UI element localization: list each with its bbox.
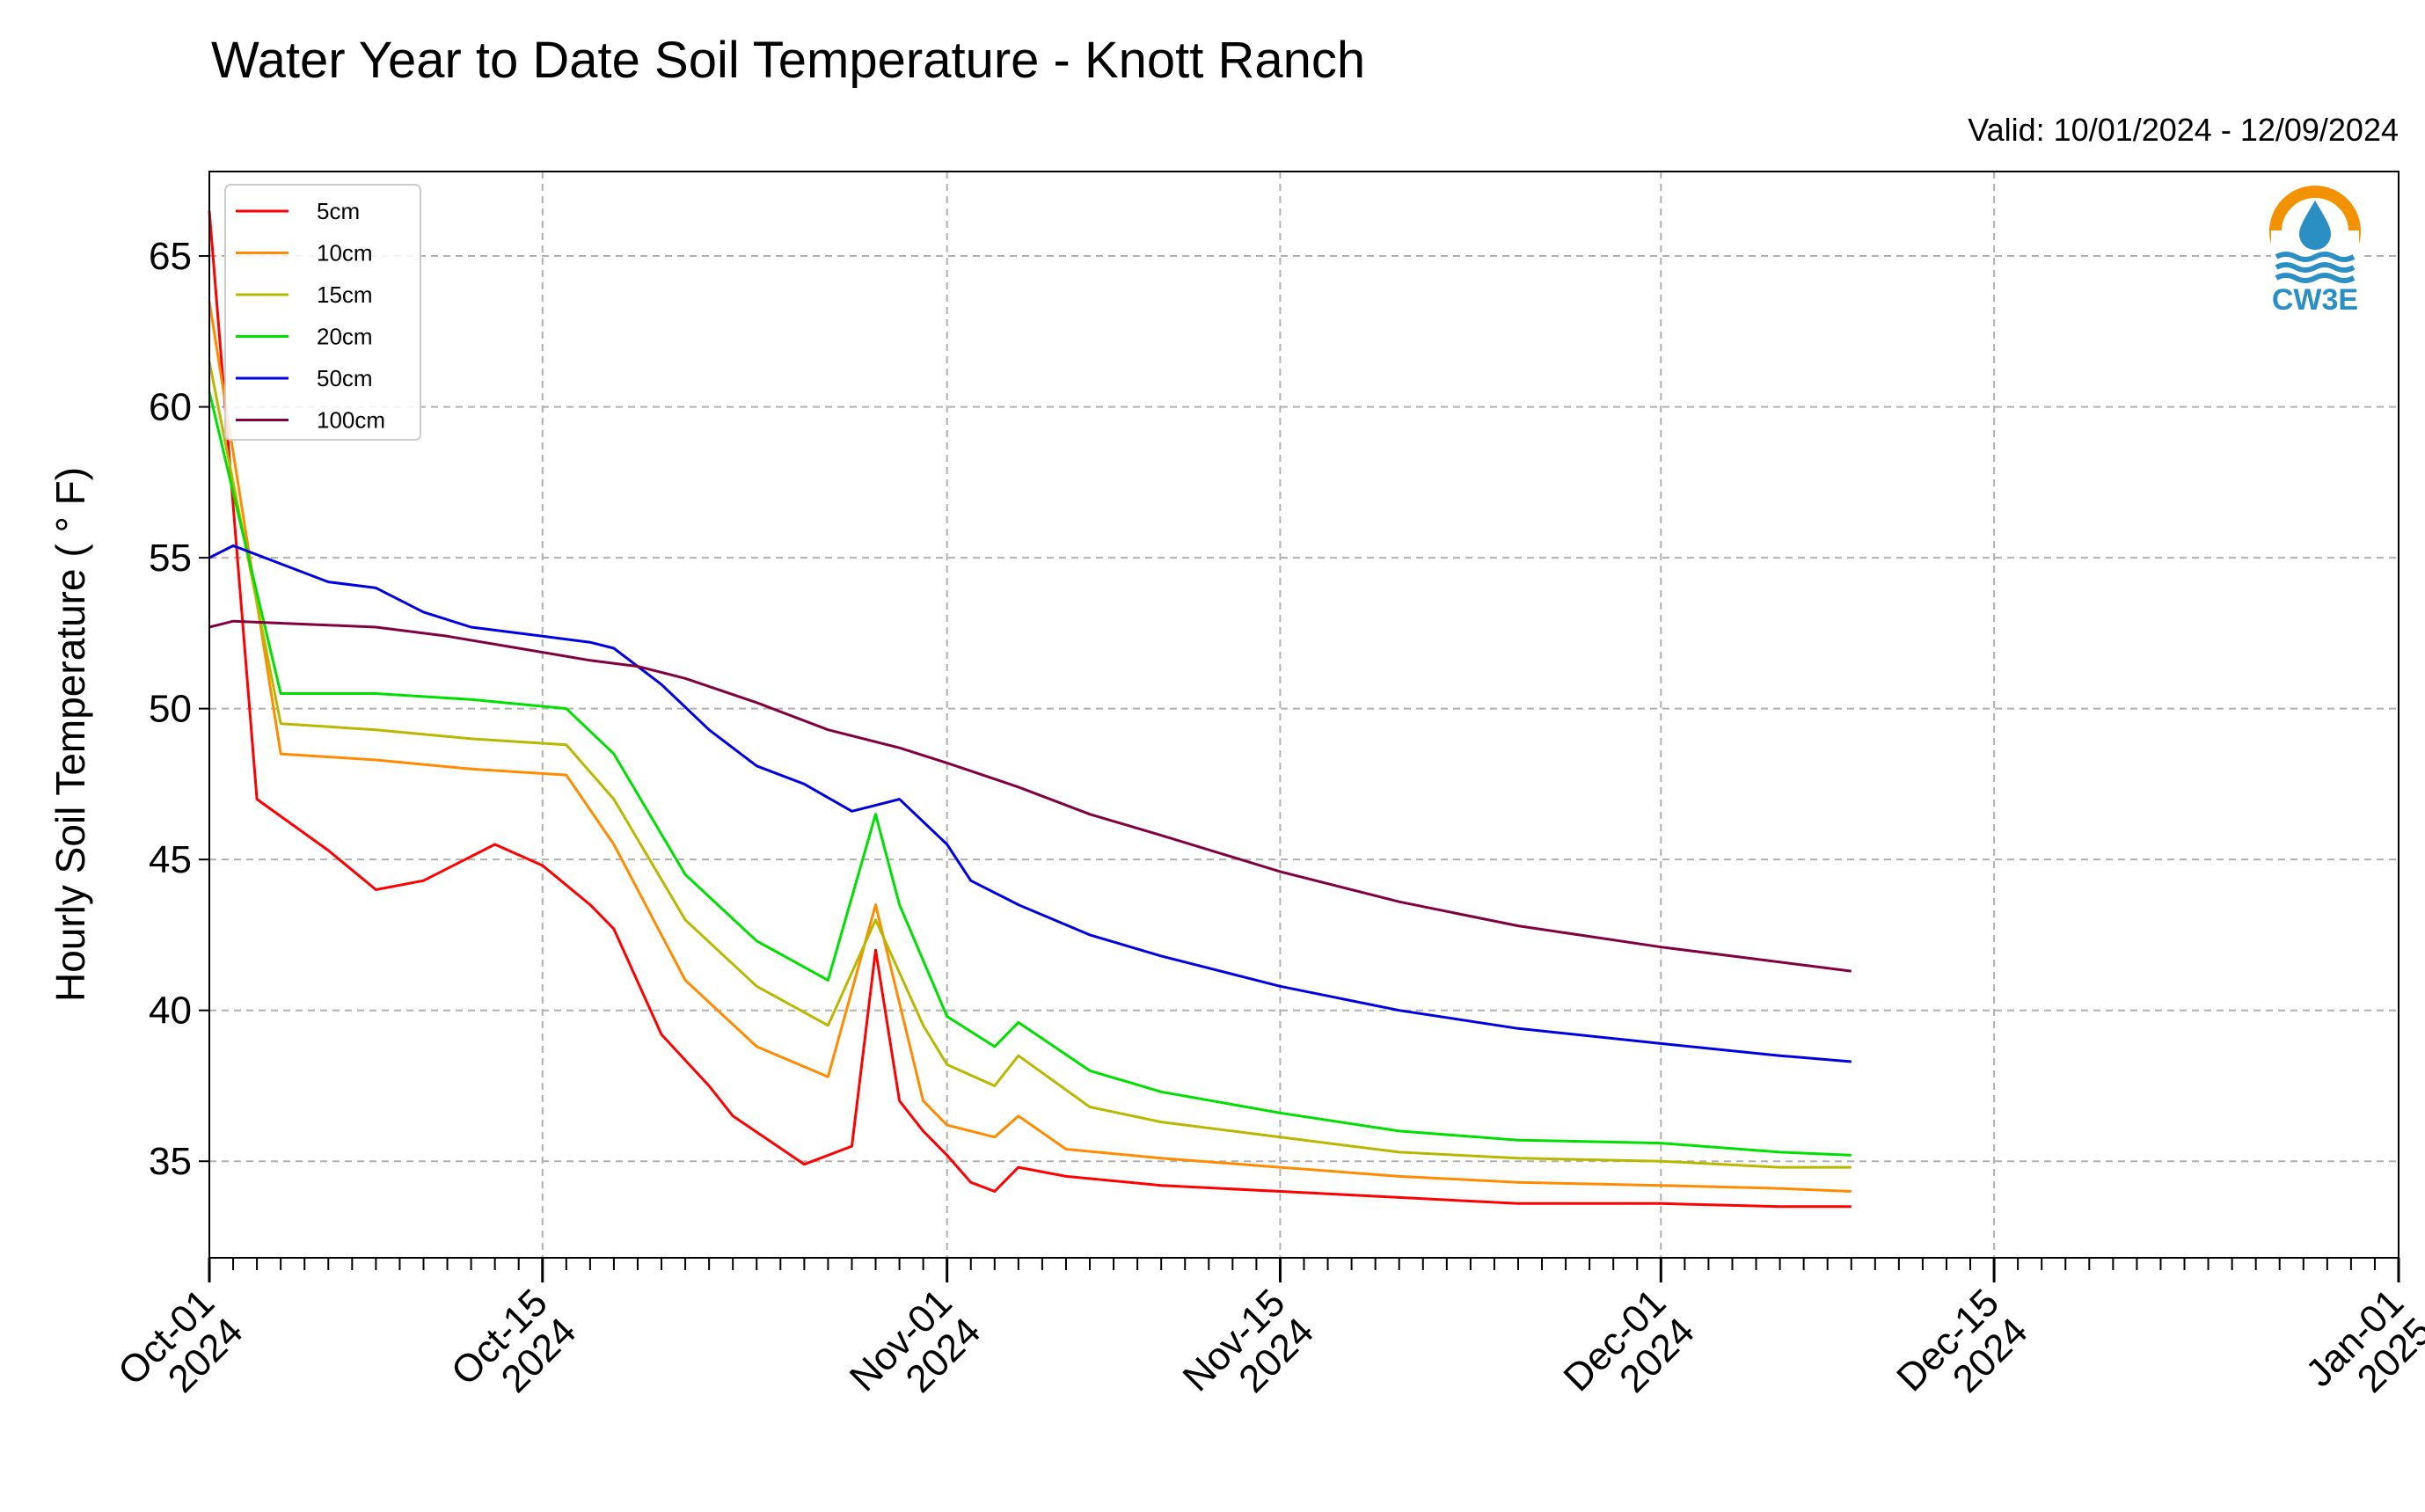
- cw3e-logo: CW3E: [2269, 186, 2361, 317]
- series-line-10cm: [208, 301, 1852, 1193]
- y-axis-label: Hourly Soil Temperature ( ° F): [47, 467, 93, 1002]
- series-lines: [208, 210, 1852, 1209]
- plot-frame: [208, 171, 2399, 1259]
- series-line-100cm: [208, 619, 1852, 973]
- y-tick-label: 65: [149, 235, 192, 278]
- legend-label-10cm: 10cm: [317, 240, 373, 267]
- logo-text: CW3E: [2272, 283, 2358, 317]
- legend-label-100cm: 100cm: [317, 407, 385, 434]
- wave-line: [2275, 262, 2356, 273]
- y-tick-label: 35: [149, 1140, 192, 1183]
- water-drop-icon: [2299, 201, 2331, 250]
- chart-subtitle: Valid: 10/01/2024 - 12/09/2024: [1968, 112, 2399, 148]
- gridlines: [208, 172, 2399, 1258]
- y-axis: 35 40 45 50 55 60 65: [149, 235, 209, 1183]
- series-line-15cm: [208, 361, 1852, 1169]
- wave-line: [2275, 252, 2356, 262]
- y-tick-label: 50: [149, 688, 192, 731]
- wave-line: [2275, 273, 2356, 283]
- legend-label-15cm: 15cm: [317, 281, 373, 308]
- legend-label-20cm: 20cm: [317, 324, 373, 350]
- series-line-5cm: [208, 210, 1852, 1209]
- y-tick-label: 45: [149, 838, 192, 881]
- legend-label-50cm: 50cm: [317, 365, 373, 391]
- legend-box: [224, 184, 421, 441]
- y-tick-label: 40: [149, 990, 192, 1033]
- series-line-50cm: [208, 544, 1852, 1063]
- legend-label-5cm: 5cm: [317, 198, 360, 224]
- y-tick-label: 60: [149, 386, 192, 429]
- legend: 5cm 10cm 15cm 20cm 50cm 100cm: [224, 184, 421, 441]
- chart-title: Water Year to Date Soil Temperature - Kn…: [211, 32, 1365, 89]
- series-line-20cm: [208, 391, 1852, 1157]
- y-tick-label: 55: [149, 537, 192, 580]
- wave-icon: [2275, 252, 2356, 283]
